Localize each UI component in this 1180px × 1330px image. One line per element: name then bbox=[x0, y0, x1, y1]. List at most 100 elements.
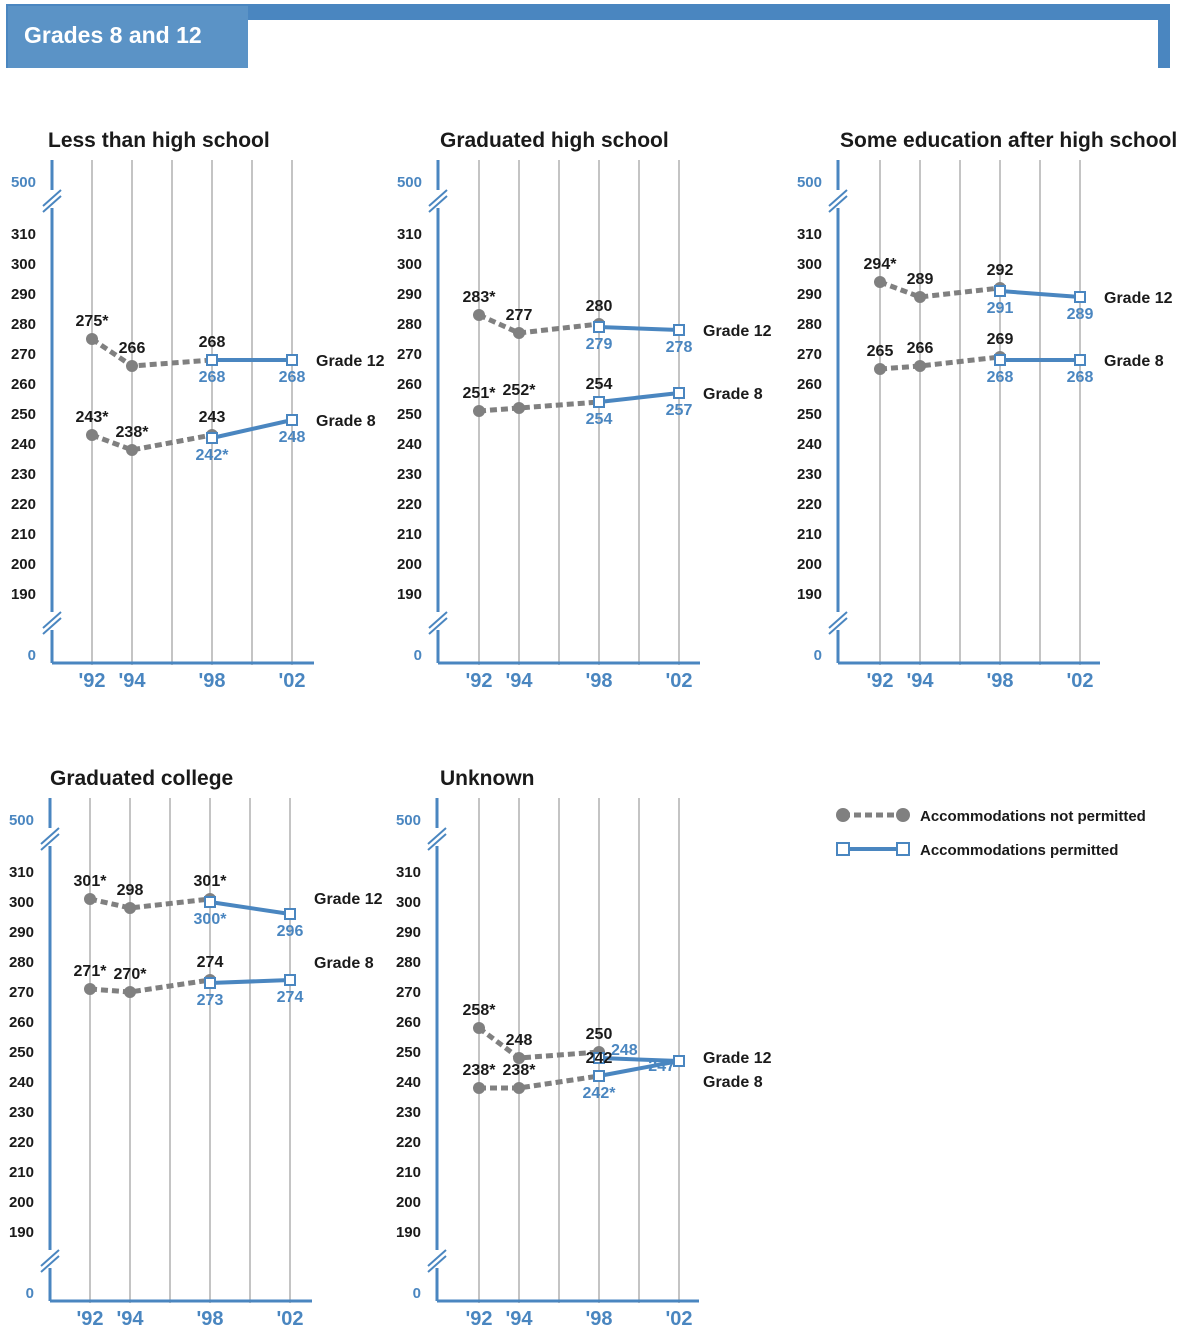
series-label: Grade 8 bbox=[316, 413, 376, 430]
legend: Accommodations not permitted Accommodatio… bbox=[836, 808, 1146, 859]
data-label-permitted: 289 bbox=[1067, 306, 1094, 323]
y-tick-label: 220 bbox=[397, 496, 422, 513]
y-tick-label: 230 bbox=[11, 466, 36, 483]
data-label-not-permitted: 265 bbox=[867, 343, 894, 360]
y-tick-label: 190 bbox=[797, 586, 822, 603]
y-tick-label: 280 bbox=[9, 954, 34, 971]
point-permitted bbox=[994, 354, 1006, 366]
y-tick-label: 0 bbox=[413, 1285, 421, 1302]
axis-break-mark bbox=[828, 617, 848, 635]
y-tick-label: 260 bbox=[397, 376, 422, 393]
panel-title: Unknown bbox=[440, 767, 535, 790]
y-tick-label: 310 bbox=[11, 226, 36, 243]
y-tick-label: 190 bbox=[396, 1224, 421, 1241]
panel-title: Less than high school bbox=[48, 129, 270, 152]
point-not-permitted bbox=[513, 327, 525, 339]
y-tick-label: 250 bbox=[11, 406, 36, 423]
page-title: Grades 8 and 12 bbox=[24, 22, 202, 48]
x-tick-label: '92 bbox=[866, 670, 893, 692]
data-label-not-permitted: 266 bbox=[119, 340, 146, 357]
y-tick-label: 230 bbox=[396, 1104, 421, 1121]
point-not-permitted bbox=[473, 1022, 485, 1034]
y-tick-label: 500 bbox=[9, 812, 34, 829]
axis-break-mark bbox=[428, 189, 448, 207]
y-tick-label: 260 bbox=[9, 1014, 34, 1031]
y-tick-label: 290 bbox=[11, 286, 36, 303]
y-tick-label: 280 bbox=[397, 316, 422, 333]
point-permitted bbox=[1074, 354, 1086, 366]
axis-break-mark bbox=[828, 611, 848, 629]
axis-break-mark bbox=[40, 1255, 60, 1273]
y-tick-label: 260 bbox=[797, 376, 822, 393]
data-label-permitted: 274 bbox=[277, 989, 304, 1006]
y-tick-label: 310 bbox=[797, 226, 822, 243]
data-label-permitted: 279 bbox=[586, 336, 613, 353]
point-permitted bbox=[673, 1055, 685, 1067]
legend-label-not-permitted: Accommodations not permitted bbox=[920, 808, 1146, 825]
x-tick-label: '98 bbox=[198, 670, 225, 692]
axis-break-mark bbox=[40, 833, 60, 851]
y-tick-label: 220 bbox=[11, 496, 36, 513]
data-label-permitted: 300* bbox=[194, 911, 228, 928]
y-tick-label: 290 bbox=[396, 924, 421, 941]
legend-marker-not-permitted bbox=[836, 808, 850, 822]
y-tick-label: 250 bbox=[9, 1044, 34, 1061]
y-tick-label: 280 bbox=[396, 954, 421, 971]
x-tick-label: '02 bbox=[665, 670, 692, 692]
y-tick-label: 260 bbox=[396, 1014, 421, 1031]
point-not-permitted bbox=[473, 1082, 485, 1094]
point-permitted bbox=[286, 354, 298, 366]
data-label-not-permitted: 275* bbox=[76, 313, 110, 330]
y-tick-label: 500 bbox=[797, 174, 822, 191]
data-label-not-permitted: 268 bbox=[199, 334, 226, 351]
line-not-permitted bbox=[89, 896, 211, 911]
y-tick-label: 300 bbox=[11, 256, 36, 273]
y-tick-label: 260 bbox=[11, 376, 36, 393]
y-tick-label: 250 bbox=[396, 1044, 421, 1061]
point-not-permitted bbox=[84, 983, 96, 995]
y-tick-label: 200 bbox=[11, 556, 36, 573]
x-tick-label: '92 bbox=[465, 670, 492, 692]
data-label-permitted: 248 bbox=[279, 429, 306, 446]
series-label: Grade 8 bbox=[703, 1074, 763, 1091]
y-tick-label: 280 bbox=[797, 316, 822, 333]
point-not-permitted bbox=[513, 1052, 525, 1064]
y-tick-label: 290 bbox=[797, 286, 822, 303]
data-label-not-permitted: 243 bbox=[199, 409, 226, 426]
line-permitted bbox=[598, 325, 680, 332]
y-tick-label: 200 bbox=[396, 1194, 421, 1211]
line-not-permitted bbox=[479, 1073, 600, 1091]
series-label: Grade 8 bbox=[314, 955, 374, 972]
data-label-not-permitted: 294* bbox=[864, 256, 898, 273]
y-tick-label: 500 bbox=[397, 174, 422, 191]
data-label-not-permitted: 238* bbox=[503, 1062, 537, 1079]
point-not-permitted bbox=[513, 402, 525, 414]
data-label-not-permitted: 269 bbox=[987, 331, 1014, 348]
y-tick-label: 0 bbox=[814, 647, 822, 664]
y-tick-label: 270 bbox=[797, 346, 822, 363]
x-tick-label: '98 bbox=[585, 1308, 612, 1330]
y-tick-label: 290 bbox=[9, 924, 34, 941]
series-label: Grade 12 bbox=[314, 891, 383, 908]
axis-break-mark bbox=[427, 833, 447, 851]
point-permitted bbox=[204, 896, 216, 908]
y-tick-label: 240 bbox=[397, 436, 422, 453]
y-tick-label: 240 bbox=[797, 436, 822, 453]
data-label-not-permitted: 283* bbox=[463, 289, 497, 306]
point-permitted bbox=[204, 977, 216, 989]
x-tick-label: '92 bbox=[78, 670, 105, 692]
y-tick-label: 210 bbox=[797, 526, 822, 543]
data-label-permitted: 257 bbox=[666, 402, 693, 419]
data-label-not-permitted: 250 bbox=[586, 1026, 613, 1043]
data-label-not-permitted: 238* bbox=[463, 1062, 497, 1079]
data-label-not-permitted: 252* bbox=[503, 382, 537, 399]
y-tick-label: 240 bbox=[396, 1074, 421, 1091]
y-tick-label: 240 bbox=[9, 1074, 34, 1091]
axis-break-mark bbox=[42, 189, 62, 207]
panel-title: Graduated college bbox=[50, 767, 233, 790]
series-label: Grade 8 bbox=[703, 386, 763, 403]
y-tick-label: 0 bbox=[28, 647, 36, 664]
data-label-permitted: 248 bbox=[611, 1042, 638, 1059]
x-tick-label: '94 bbox=[505, 670, 533, 692]
